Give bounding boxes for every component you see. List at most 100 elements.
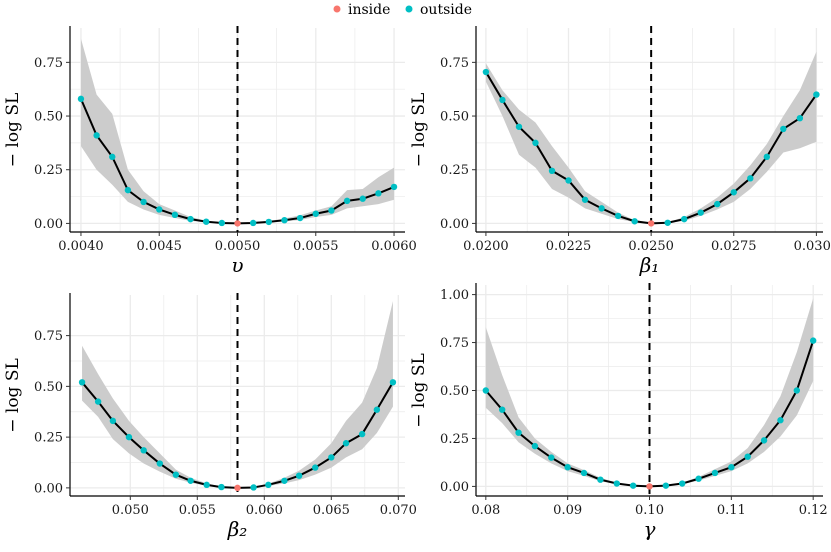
data-point-outside: [730, 189, 737, 196]
x-axis-title: υ: [231, 253, 243, 277]
data-point-outside: [328, 454, 335, 461]
y-tick-label: 0.25: [440, 163, 469, 178]
x-tick-label: 0.055: [179, 503, 216, 518]
x-tick-label: 0.060: [246, 503, 283, 518]
data-point-outside: [580, 469, 588, 477]
data-point-outside: [172, 471, 180, 478]
data-point-outside: [532, 139, 539, 147]
data-point-outside: [796, 114, 804, 122]
y-tick-label: 0.00: [34, 217, 63, 232]
data-point-outside: [482, 387, 490, 394]
data-point-outside: [390, 183, 398, 191]
legend-outside-label: outside: [420, 2, 472, 18]
data-point-outside: [714, 200, 721, 208]
legend-outside-dot: [405, 5, 413, 13]
data-point-outside: [515, 123, 523, 130]
x-tick-label: 0.0040: [58, 239, 104, 254]
data-point-outside: [109, 153, 116, 161]
data-point-outside: [598, 205, 605, 212]
x-axis-title: β₂: [227, 517, 248, 541]
y-tick-label: 0.75: [440, 56, 469, 71]
x-tick-label: 0.0200: [463, 239, 509, 254]
y-tick-label: 0.50: [440, 110, 469, 125]
data-point-outside: [373, 406, 381, 413]
data-point-outside: [613, 480, 620, 487]
data-point-outside: [265, 218, 273, 226]
data-point-outside: [109, 417, 117, 425]
y-tick-label: 0.75: [34, 56, 63, 71]
data-point-outside: [681, 215, 688, 223]
y-tick-label: 0.25: [34, 163, 63, 178]
data-point-outside: [531, 442, 539, 450]
data-point-outside: [565, 177, 572, 184]
data-point-outside: [515, 429, 522, 436]
x-tick-label: 0.12: [799, 503, 828, 518]
data-point-outside: [312, 464, 319, 471]
data-point-outside: [389, 379, 397, 386]
y-axis-title: − log SL: [3, 358, 23, 433]
data-point-outside: [498, 406, 506, 413]
y-tick-label: 0.25: [34, 431, 63, 446]
data-point-outside: [218, 219, 226, 227]
data-point-outside: [629, 482, 637, 489]
y-axis-title: − log SL: [409, 93, 429, 168]
y-tick-label: 0.75: [34, 329, 63, 344]
data-point-outside: [744, 453, 751, 460]
x-tick-label: 0.065: [313, 503, 350, 518]
data-point-outside: [295, 472, 303, 479]
data-point-outside: [358, 430, 366, 438]
data-point-outside: [265, 481, 272, 489]
data-point-outside: [548, 167, 556, 174]
data-point-outside: [809, 337, 817, 344]
y-tick-label: 0.00: [34, 481, 63, 496]
data-point-outside: [763, 153, 771, 161]
data-point-outside: [548, 454, 555, 461]
y-tick-label: 0.50: [34, 110, 63, 125]
data-point-outside: [564, 464, 571, 471]
y-tick-label: 0.75: [440, 336, 469, 351]
y-axis-title: − log SL: [3, 93, 23, 168]
data-point-outside: [343, 197, 351, 205]
data-point-outside: [359, 195, 366, 202]
x-tick-label: 0.0045: [136, 239, 182, 254]
data-point-outside: [78, 379, 86, 386]
x-tick-label: 0.08: [471, 503, 500, 518]
x-tick-label: 0.0250: [628, 239, 674, 254]
data-point-outside: [140, 198, 147, 206]
data-point-outside: [375, 190, 382, 197]
y-axis-title: − log SL: [409, 353, 429, 428]
data-point-outside: [187, 477, 194, 484]
data-point-outside: [777, 417, 784, 424]
data-point-outside: [711, 469, 719, 477]
data-point-outside: [281, 477, 288, 484]
data-point-outside: [780, 125, 787, 133]
data-point-inside: [234, 220, 241, 227]
data-point-outside: [614, 212, 622, 220]
data-point-outside: [581, 196, 589, 203]
data-point-outside: [125, 433, 133, 441]
data-point-outside: [93, 132, 100, 139]
data-point-outside: [94, 398, 102, 405]
x-tick-label: 0.0055: [293, 239, 339, 254]
data-point-outside: [482, 68, 490, 76]
y-tick-label: 0.00: [440, 480, 469, 495]
data-point-inside: [646, 483, 653, 490]
x-tick-label: 0.0060: [371, 239, 417, 254]
x-tick-label: 0.070: [380, 503, 417, 518]
y-tick-label: 0.50: [34, 380, 63, 395]
data-point-outside: [296, 214, 304, 222]
data-point-outside: [250, 484, 257, 491]
data-point-inside: [234, 484, 241, 492]
data-point-outside: [728, 464, 735, 471]
panel-1: 0.0040 0.0045 0.0050 0.0055 0.0060 0.00 0.25 0.…: [3, 26, 417, 277]
y-tick-label: 0.50: [440, 384, 469, 399]
x-tick-label: 0.10: [635, 503, 664, 518]
data-point-outside: [187, 215, 194, 223]
legend-inside-dot: [333, 5, 341, 13]
data-point-outside: [124, 186, 132, 194]
legend: inside outside: [333, 2, 472, 18]
y-tick-label: 0.00: [440, 217, 469, 232]
data-point-outside: [695, 475, 702, 482]
